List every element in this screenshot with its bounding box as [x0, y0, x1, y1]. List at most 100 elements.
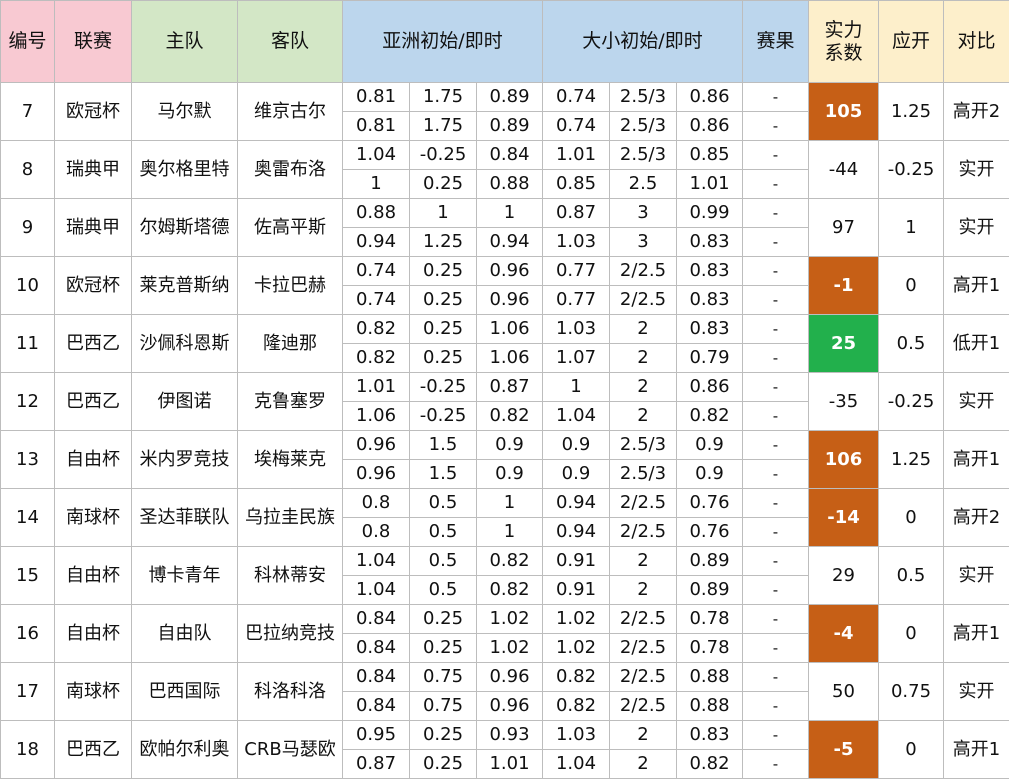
table-row: 12 巴西乙 伊图诺 克鲁塞罗 1.01 -0.25 0.87 1 2 0.86- -35 -0.25…	[0, 372, 1009, 431]
header-row: 编号 联赛 主队 客队 亚洲初始/即时 大小初始/即时 赛果 实力 系数 应开 …	[0, 0, 1009, 83]
live-ou-under-odds: 0.82	[676, 749, 743, 779]
match-number: 13	[0, 430, 55, 489]
away-team: 隆迪那	[237, 314, 343, 373]
table-row-live: 0.87 0.25 1.01 1.04 2 0.82-	[1, 749, 1009, 779]
league-name: 自由杯	[54, 546, 132, 605]
live-ou-over-odds: 1.02	[542, 633, 610, 663]
initial-ou-over-odds: 1.02	[542, 604, 610, 634]
league-name: 南球杯	[54, 488, 132, 547]
live-asia-home-odds: 0.8	[342, 517, 410, 547]
live-asia-away-odds: 0.96	[476, 285, 543, 315]
live-asia-handicap: 1.5	[409, 459, 477, 489]
initial-ou-line: 3	[609, 198, 677, 228]
match-result: -	[742, 430, 809, 460]
initial-asia-home-odds: 0.81	[342, 82, 410, 112]
home-team: 欧帕尔利奥	[131, 720, 238, 779]
away-team: 卡拉巴赫	[237, 256, 343, 315]
home-team: 博卡青年	[131, 546, 238, 605]
initial-ou-over-odds: 0.77	[542, 256, 610, 286]
initial-asia-home-odds: 1.04	[342, 140, 410, 170]
line-comparison: 实开	[943, 546, 1009, 605]
initial-ou-line: 2/2.5	[609, 256, 677, 286]
initial-ou-under-odds: 0.99	[676, 198, 743, 228]
match-number: 8	[0, 140, 55, 199]
match-result: -	[742, 662, 809, 692]
table-row-live: 0.84 0.75 0.96 0.82 2/2.5 0.88-	[1, 691, 1009, 721]
live-asia-home-odds: 0.74	[342, 285, 410, 315]
initial-ou-over-odds: 0.74	[542, 82, 610, 112]
initial-ou-under-odds: 0.86	[676, 82, 743, 112]
live-asia-away-odds: 0.82	[476, 575, 543, 605]
table-row-live: 0.8 0.5 1 0.94 2/2.5 0.76-	[1, 517, 1009, 547]
away-team: CRB马瑟欧	[237, 720, 343, 779]
table-row: 14 南球杯 圣达菲联队 乌拉圭民族 0.8 0.5 1 0.94 2/2.5 0.76- -14 0…	[0, 488, 1009, 547]
expected-line: 0.75	[878, 662, 944, 721]
initial-ou-line: 2.5/3	[609, 430, 677, 460]
match-result: -	[742, 285, 809, 315]
live-asia-handicap: -0.25	[409, 401, 477, 431]
line-comparison: 高开2	[943, 82, 1009, 141]
initial-ou-over-odds: 0.9	[542, 430, 610, 460]
live-ou-under-odds: 0.9	[676, 459, 743, 489]
power-coefficient: -1	[808, 256, 879, 315]
initial-ou-over-odds: 0.91	[542, 546, 610, 576]
table-row-live: 0.81 1.75 0.89 0.74 2.5/3 0.86-	[1, 111, 1009, 141]
match-result: -	[742, 82, 809, 112]
initial-ou-line: 2	[609, 372, 677, 402]
home-team: 奥尔格里特	[131, 140, 238, 199]
table-row: 16 自由杯 自由队 巴拉纳竞技 0.84 0.25 1.02 1.02 2/2.5 0.78- -…	[0, 604, 1009, 663]
initial-ou-under-odds: 0.76	[676, 488, 743, 518]
live-asia-handicap: 0.25	[409, 749, 477, 779]
live-ou-over-odds: 1.04	[542, 401, 610, 431]
match-result: -	[742, 604, 809, 634]
initial-asia-home-odds: 0.84	[342, 604, 410, 634]
initial-ou-over-odds: 0.82	[542, 662, 610, 692]
table-row: 10 欧冠杯 莱克普斯纳 卡拉巴赫 0.74 0.25 0.96 0.77 2/2.5 0.83-…	[0, 256, 1009, 315]
live-ou-over-odds: 0.91	[542, 575, 610, 605]
initial-asia-handicap: 1	[409, 198, 477, 228]
initial-ou-under-odds: 0.83	[676, 720, 743, 750]
live-ou-line: 2	[609, 401, 677, 431]
live-ou-line: 2.5/3	[609, 111, 677, 141]
power-coefficient: 29	[808, 546, 879, 605]
expected-line: 0	[878, 488, 944, 547]
live-ou-under-odds: 0.82	[676, 401, 743, 431]
away-team: 科洛科洛	[237, 662, 343, 721]
live-asia-handicap: 0.25	[409, 285, 477, 315]
match-result: -	[742, 720, 809, 750]
initial-asia-handicap: 0.25	[409, 720, 477, 750]
table-row: 18 巴西乙 欧帕尔利奥 CRB马瑟欧 0.95 0.25 0.93 1.03 2 0.83- -5…	[0, 720, 1009, 779]
header-result: 赛果	[742, 0, 809, 83]
line-comparison: 实开	[943, 372, 1009, 431]
power-coefficient: 105	[808, 82, 879, 141]
match-result: -	[742, 691, 809, 721]
initial-asia-home-odds: 0.95	[342, 720, 410, 750]
table-row: 17 南球杯 巴西国际 科洛科洛 0.84 0.75 0.96 0.82 2/2.5 0.88-5…	[0, 662, 1009, 721]
initial-asia-away-odds: 0.96	[476, 662, 543, 692]
match-result: -	[742, 546, 809, 576]
table-row-live: 0.82 0.25 1.06 1.07 2 0.79-	[1, 343, 1009, 373]
live-asia-home-odds: 0.84	[342, 691, 410, 721]
initial-asia-away-odds: 0.89	[476, 82, 543, 112]
match-result: -	[742, 401, 809, 431]
live-ou-under-odds: 0.89	[676, 575, 743, 605]
home-team: 马尔默	[131, 82, 238, 141]
match-number: 7	[0, 82, 55, 141]
power-coefficient: 50	[808, 662, 879, 721]
initial-ou-over-odds: 0.87	[542, 198, 610, 228]
league-name: 欧冠杯	[54, 256, 132, 315]
initial-asia-away-odds: 1.06	[476, 314, 543, 344]
live-asia-handicap: 0.25	[409, 169, 477, 199]
live-asia-home-odds: 1.04	[342, 575, 410, 605]
live-asia-home-odds: 0.84	[342, 633, 410, 663]
initial-ou-under-odds: 0.86	[676, 372, 743, 402]
away-team: 巴拉纳竞技	[237, 604, 343, 663]
table-row: 7 欧冠杯 马尔默 维京古尔 0.81 1.75 0.89 0.74 2.5/3 0.86-105…	[0, 82, 1009, 141]
power-coefficient: -14	[808, 488, 879, 547]
league-name: 瑞典甲	[54, 198, 132, 257]
live-ou-line: 2.5	[609, 169, 677, 199]
away-team: 埃梅莱克	[237, 430, 343, 489]
table-row-live: 0.96 1.5 0.9 0.9 2.5/3 0.9-	[1, 459, 1009, 489]
power-coefficient: -44	[808, 140, 879, 199]
line-comparison: 高开1	[943, 720, 1009, 779]
